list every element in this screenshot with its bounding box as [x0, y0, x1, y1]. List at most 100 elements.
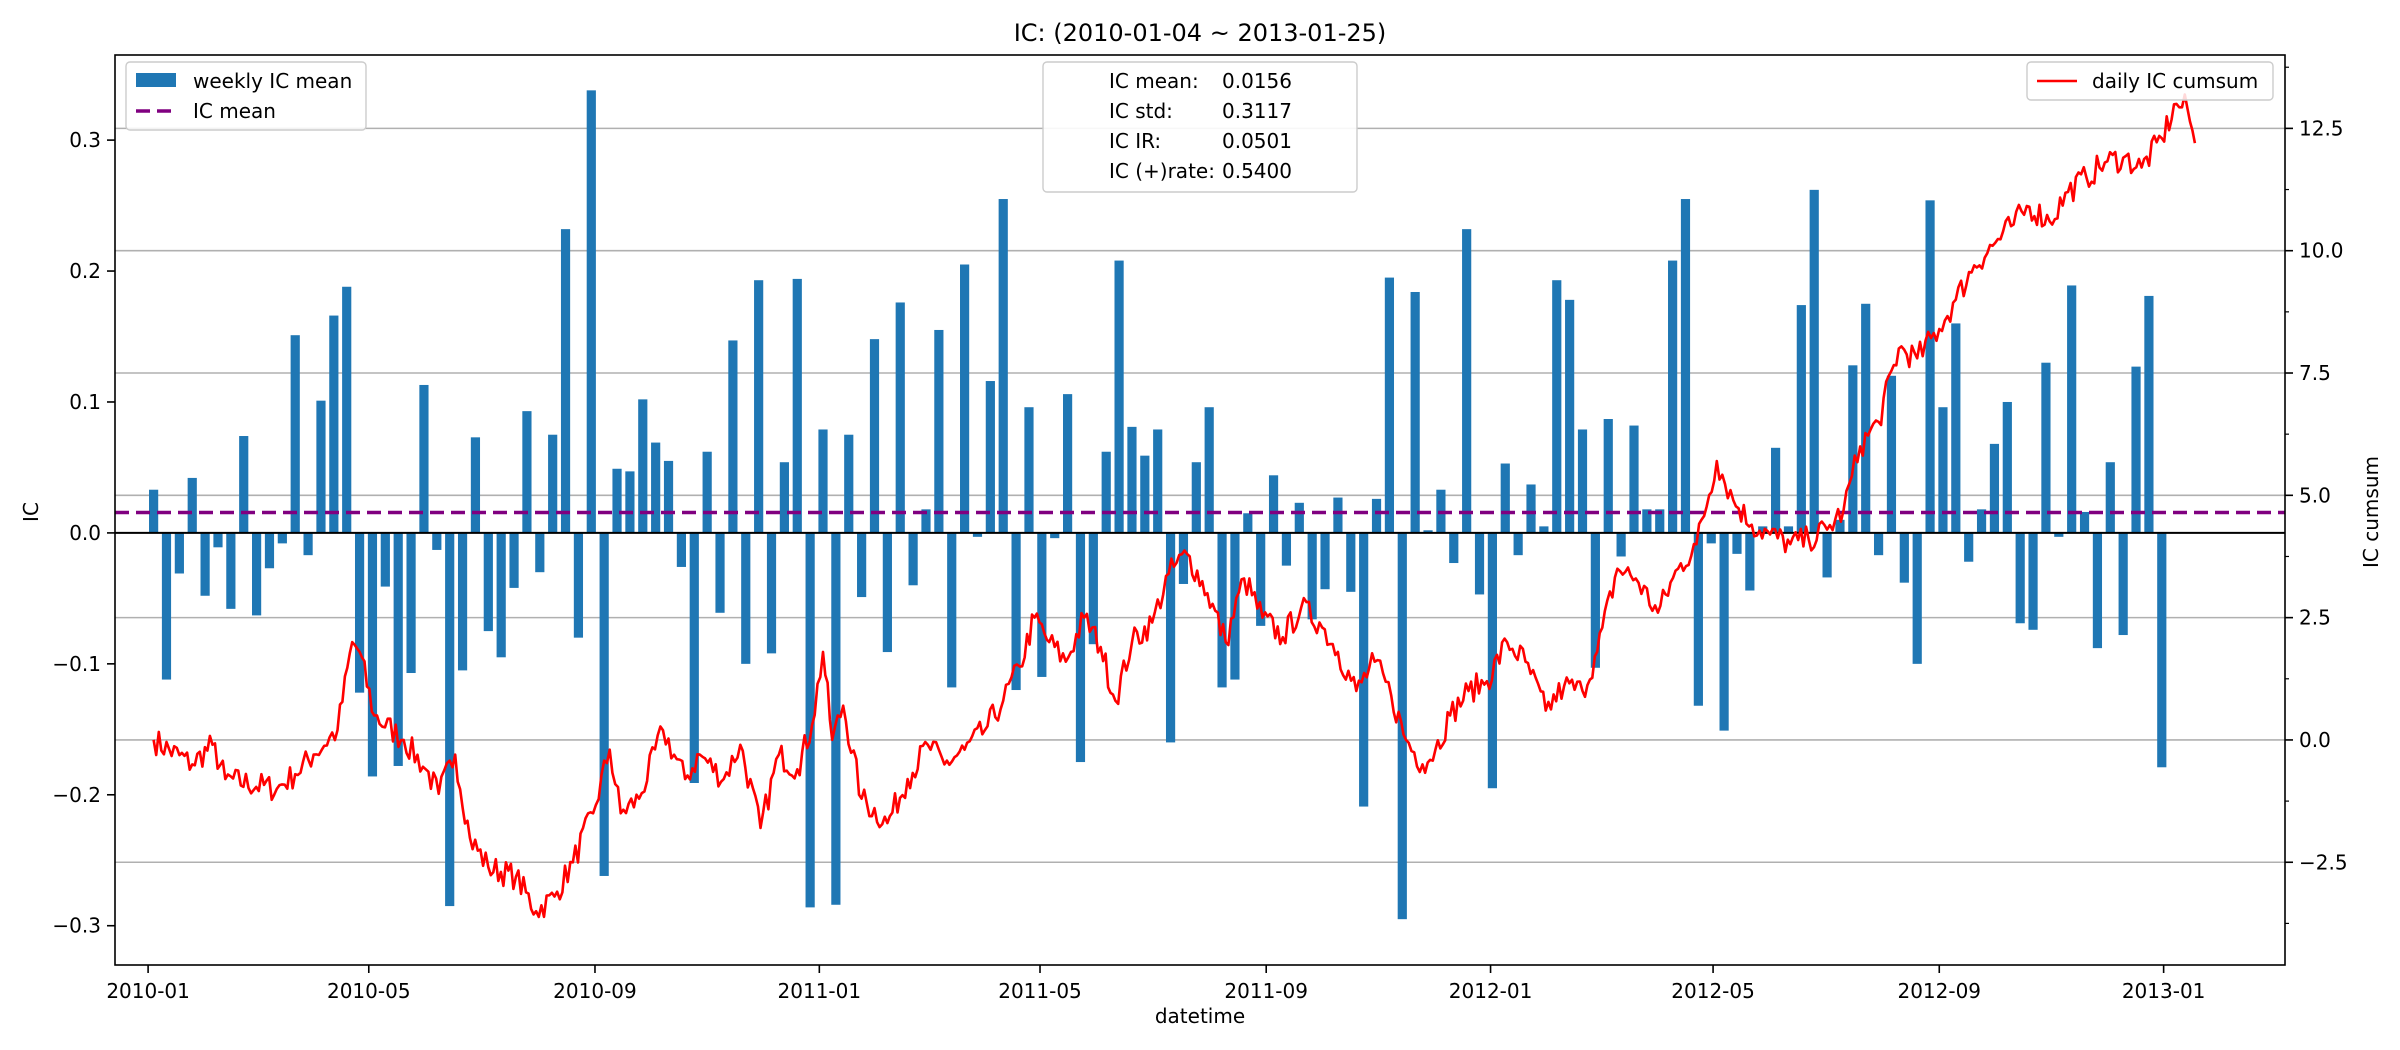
x-tick-label: 2011-05 — [998, 979, 1082, 1003]
legend-label-weekly-ic-mean: weekly IC mean — [193, 69, 352, 93]
ic-bar — [1873, 532, 1884, 556]
x-tick-label: 2010-09 — [553, 979, 637, 1003]
ic-bar — [1951, 323, 1961, 533]
ic-bar — [1449, 532, 1459, 564]
ic-bar — [651, 442, 661, 533]
ic-bar — [1783, 526, 1794, 533]
stat-value: 0.0156 — [1222, 69, 1292, 93]
x-tick-label: 2011-09 — [1224, 979, 1308, 1003]
ic-bar — [1629, 425, 1639, 533]
ic-bar — [535, 532, 545, 573]
ic-bar — [1655, 509, 1665, 533]
ic-bar — [1899, 532, 1909, 583]
ic-bar — [676, 532, 686, 567]
ic-bar — [239, 436, 249, 533]
ic-bar — [2092, 532, 2103, 649]
ic-bar — [367, 532, 378, 777]
ic-bar — [496, 532, 506, 658]
ic-bar — [599, 532, 609, 876]
ic-bar — [573, 532, 584, 638]
ic-bar — [1204, 407, 1214, 533]
ic-bar — [1050, 532, 1060, 539]
ic-bar — [1719, 532, 1729, 731]
ic-bar — [754, 280, 764, 533]
y-axis-label: IC — [19, 502, 43, 522]
ic-bar — [445, 532, 455, 907]
ic-bar — [560, 229, 571, 533]
ic-bar — [960, 264, 970, 533]
ic-bar — [1861, 303, 1871, 533]
ic-bar — [947, 532, 957, 688]
ic-bar — [882, 532, 892, 653]
ic-bar — [1706, 532, 1716, 544]
y-tick-label: 0.1 — [69, 390, 101, 414]
ic-bar — [1410, 291, 1420, 533]
ic-bar — [1320, 532, 1330, 590]
ic-bar — [1281, 532, 1292, 566]
ic-bar — [792, 278, 802, 533]
ic-bar — [908, 532, 918, 586]
ic-bar — [1268, 475, 1279, 533]
ic-bar — [1165, 532, 1176, 743]
legend-bar-swatch — [136, 73, 176, 87]
ic-bar — [1796, 305, 1806, 533]
ic-bar — [1037, 532, 1047, 677]
ic-bar — [844, 434, 854, 533]
ic-bar — [1771, 447, 1781, 533]
y-right-tick-label: 0.0 — [2299, 728, 2331, 752]
stat-label: IC mean: — [1109, 69, 1199, 93]
y-right-tick-label: −2.5 — [2299, 850, 2348, 874]
x-tick-label: 2012-05 — [1671, 979, 1755, 1003]
ic-bar — [1140, 455, 1150, 533]
legend-left-box — [125, 61, 367, 131]
ic-bar — [895, 302, 905, 533]
x-tick-label: 2012-09 — [1897, 979, 1981, 1003]
ic-bar — [638, 399, 648, 533]
ic-bar — [1127, 426, 1137, 533]
ic-bar — [1552, 280, 1562, 533]
ic-bar — [303, 532, 313, 556]
stat-value: 0.0501 — [1222, 129, 1292, 153]
ic-bar — [1256, 532, 1266, 626]
ic-bar — [1075, 532, 1086, 763]
ic-bar — [290, 335, 300, 533]
ic-cumsum-line — [152, 93, 2197, 919]
ic-bar — [1590, 532, 1600, 668]
ic-bar — [779, 462, 789, 533]
ic-bar — [972, 532, 983, 537]
ic-bar — [1153, 429, 1163, 533]
ic-bar — [728, 340, 738, 533]
ic-bar — [1526, 484, 1536, 533]
x-tick-label: 2010-05 — [327, 979, 411, 1003]
y-right-tick-label: 10.0 — [2299, 239, 2344, 263]
ic-bar — [2015, 532, 2025, 624]
ic-bar — [470, 437, 481, 533]
ic-bar — [509, 532, 519, 588]
ic-bar — [702, 451, 712, 533]
ic-bar — [2131, 366, 2141, 533]
legend-label-ic-mean: IC mean — [193, 99, 276, 123]
ic-bar — [715, 532, 725, 613]
ic-bar — [1513, 532, 1523, 556]
ic-bar — [1616, 532, 1626, 557]
y-tick-label: 0.3 — [69, 128, 101, 152]
ic-bar — [1539, 526, 1549, 533]
ic-bar — [1371, 498, 1382, 533]
ic-bar — [1359, 532, 1369, 807]
ic-bar — [1333, 497, 1343, 533]
ic-bar — [1088, 532, 1098, 645]
ic-bar — [1024, 407, 1034, 533]
ic-bar — [1346, 532, 1356, 592]
y-tick-label: −0.3 — [52, 914, 101, 938]
y-right-tick-label: 2.5 — [2299, 606, 2331, 630]
ic-bar — [174, 532, 184, 574]
ic-bar — [1809, 189, 1819, 533]
ic-bar — [1912, 532, 1922, 664]
lines-layer — [115, 93, 2285, 919]
y-right-tick-label: 12.5 — [2299, 116, 2344, 140]
ic-bar — [149, 489, 159, 533]
stat-label: IC (+)rate: — [1109, 159, 1215, 183]
ic-bar — [1642, 509, 1652, 533]
stat-label: IC std: — [1109, 99, 1173, 123]
ic-bar — [1178, 532, 1189, 584]
